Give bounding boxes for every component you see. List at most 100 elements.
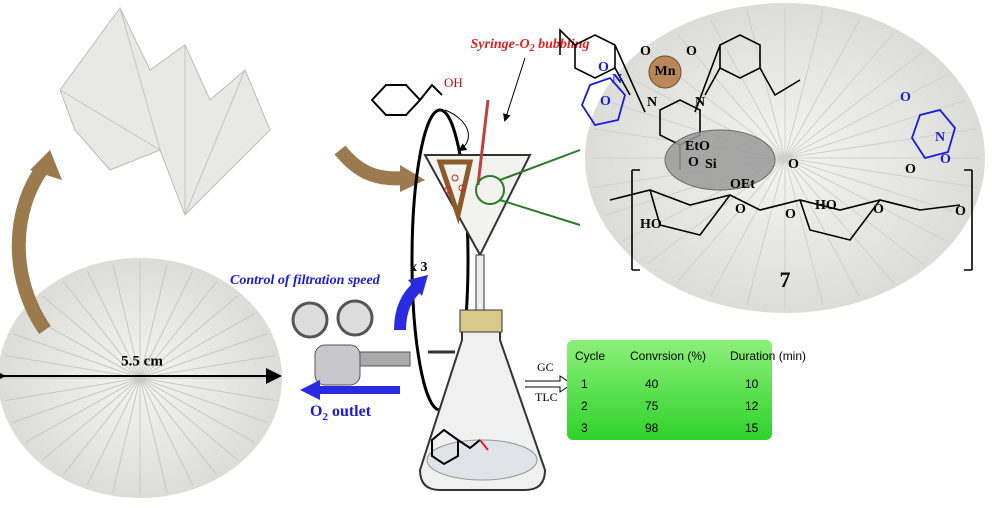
repeat-label: x 3	[410, 260, 428, 275]
structure-bonds	[559, 28, 973, 271]
atom-label: O	[598, 60, 609, 75]
metal-label: Mn	[655, 64, 676, 79]
carbonyl	[479, 439, 489, 451]
atom-label: O	[735, 202, 746, 217]
label-text: O	[310, 403, 322, 420]
atom-label: O	[640, 44, 651, 59]
funnel-stem	[475, 254, 485, 316]
bubble	[458, 184, 466, 192]
table-cell: 75	[645, 399, 659, 413]
atom-label: N	[612, 72, 622, 87]
paper-fold	[676, 157, 786, 284]
zoom-lines	[499, 149, 581, 226]
paper-fold	[784, 19, 861, 159]
atom-label: N	[647, 95, 657, 110]
atom-label: O	[788, 157, 799, 172]
paper-fold	[139, 377, 238, 461]
paper-fold	[784, 157, 948, 242]
method-label: TLC	[535, 390, 558, 404]
paper-creases	[59, 7, 246, 216]
table-cell: 12	[745, 399, 759, 413]
metal-center	[648, 55, 682, 89]
bond	[419, 83, 443, 101]
blue-arrow	[394, 280, 424, 331]
hydroxyl-label: OH	[444, 75, 463, 90]
regulator-outlet	[359, 351, 411, 367]
paper-fold	[709, 157, 786, 297]
table-cell: 2	[581, 399, 588, 413]
atom-label: O	[900, 90, 911, 105]
table-cell: 3	[581, 421, 588, 435]
atom-label: HO	[640, 217, 662, 232]
label-text: bubbling	[535, 37, 590, 52]
paper-fold	[112, 377, 141, 492]
paper-fold	[25, 377, 141, 443]
table-cells: Cycle Convrsion (%) Duration (min) 1 40 10 2 75…	[575, 349, 806, 435]
paper-fold	[139, 377, 268, 423]
method-label: GC	[537, 360, 554, 374]
atom-label: O	[873, 202, 884, 217]
paper-fold	[746, 10, 786, 159]
atom-label: O	[688, 155, 699, 170]
filter-cone	[436, 159, 474, 225]
syringe-needle	[476, 99, 490, 186]
paper-fold	[139, 295, 238, 379]
paper-fold	[709, 19, 786, 159]
brown-arrow	[334, 145, 406, 186]
paper-fold	[62, 281, 141, 379]
atom-label: OEt	[730, 177, 755, 192]
folded-paper	[59, 7, 271, 216]
paper-fold	[676, 32, 786, 159]
paper-fold	[784, 157, 966, 216]
paper-fold	[784, 157, 861, 297]
product-solution	[426, 439, 538, 481]
label-text: Syringe-O	[471, 37, 530, 52]
results-table	[567, 340, 772, 440]
table-cell: 40	[645, 377, 659, 391]
atom-label: HO	[815, 198, 837, 213]
paper-fold	[784, 157, 824, 306]
paper-fold	[86, 377, 141, 486]
table-header: Convrsion (%)	[630, 349, 706, 363]
paper-fold	[62, 377, 141, 475]
zoom-circle	[475, 175, 505, 205]
gauge	[291, 301, 329, 339]
paper-fold	[784, 74, 948, 159]
bubble	[451, 174, 459, 182]
paper-fold	[139, 313, 255, 379]
paper-fold	[784, 157, 977, 188]
paper-fold	[784, 51, 924, 159]
compound-number: 7	[780, 267, 791, 292]
pointer-arrow	[503, 57, 526, 122]
diameter-label: 5.5 cm	[121, 353, 163, 369]
brown-arrowhead	[400, 165, 425, 192]
paper-folds	[2, 262, 278, 494]
table-header: Cycle	[575, 349, 605, 363]
label-subscript: 2	[322, 411, 328, 423]
paper-fold	[139, 281, 218, 379]
paper-fold	[139, 264, 168, 379]
atom-label: O	[940, 152, 951, 167]
atom-label: N	[935, 130, 945, 145]
pointer-arrow	[444, 109, 469, 152]
table-cell: 98	[645, 421, 659, 435]
paper-fold	[139, 270, 194, 379]
paper-fold	[784, 157, 894, 284]
blue-arrowhead	[408, 275, 428, 296]
atom-label: O	[785, 207, 796, 222]
atom-label: N	[695, 95, 705, 110]
label-text: outlet	[328, 403, 372, 420]
atom-label: EtO	[685, 139, 710, 154]
atom-label: Si	[705, 157, 717, 172]
table-cell: 15	[745, 421, 759, 435]
paper-fold	[784, 10, 824, 159]
syringe-label: Syringe-O2 bubbling	[471, 37, 590, 54]
atom-label: O	[955, 204, 966, 219]
outlet-arrowhead	[300, 380, 320, 400]
table-cell: 1	[581, 377, 588, 391]
control-label: Control of filtration speed	[230, 273, 381, 288]
paper-fold	[139, 377, 218, 475]
tempo-bonds	[580, 76, 956, 160]
paper-fold	[139, 377, 168, 492]
